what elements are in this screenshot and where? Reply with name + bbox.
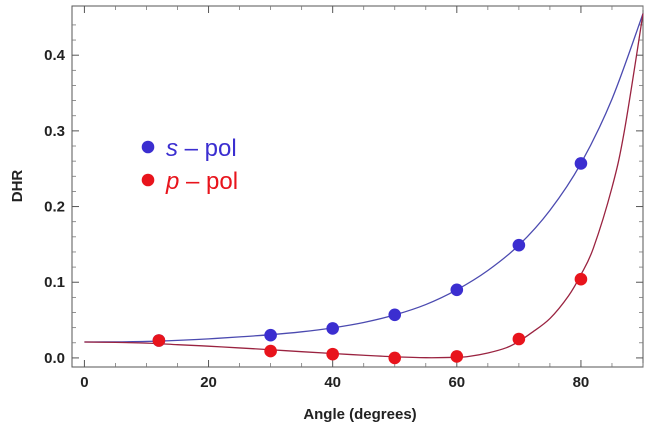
s-pol-fit-curve: [84, 13, 644, 343]
y-tick-label: 0.3: [44, 123, 65, 140]
data-points: [152, 157, 588, 365]
s-pol-point: [326, 322, 339, 335]
x-axis-ticks: 0 20 40 60 80: [80, 6, 644, 391]
s-pol-legend-marker: [141, 140, 155, 154]
p-pol-point: [512, 332, 526, 346]
p-pol-point: [574, 272, 588, 286]
s-pol-point: [388, 308, 402, 322]
s-pol-point: [264, 328, 277, 342]
y-axis-title: DHR: [9, 170, 26, 203]
y-tick-label: 0.1: [44, 274, 65, 291]
p-pol-legend-symbol: p: [165, 168, 179, 195]
p-pol-point: [264, 344, 277, 358]
s-pol-legend-label: s – pol: [166, 135, 237, 162]
p-pol-point: [388, 351, 402, 365]
y-tick-label: 0.2: [44, 199, 65, 216]
x-tick-label: 60: [448, 374, 465, 391]
p-pol-point: [326, 347, 339, 361]
x-tick-label: 0: [80, 374, 88, 391]
x-tick-label: 80: [573, 374, 590, 391]
plot-border: [71, 5, 644, 368]
s-pol-legend-suffix: – pol: [178, 135, 237, 162]
s-pol-point: [512, 238, 526, 252]
s-pol-legend-symbol: s: [166, 135, 178, 162]
x-tick-label: 40: [324, 374, 341, 391]
p-pol-point: [152, 334, 166, 347]
p-pol-legend-marker: [141, 173, 155, 187]
p-pol-point: [450, 350, 464, 363]
x-tick-label: 20: [200, 374, 217, 391]
x-axis-title: Angle (degrees): [303, 406, 416, 423]
plot-frame: [71, 5, 644, 368]
y-tick-label: 0.0: [44, 350, 65, 367]
y-axis-ticks: 0.0 0.1 0.2 0.3 0.4: [44, 24, 643, 367]
s-pol-point: [450, 283, 464, 297]
p-pol-legend-suffix: – pol: [179, 168, 238, 195]
y-tick-label: 0.4: [44, 47, 66, 64]
p-pol-legend-label: p – pol: [165, 168, 238, 195]
s-pol-point: [574, 157, 588, 170]
